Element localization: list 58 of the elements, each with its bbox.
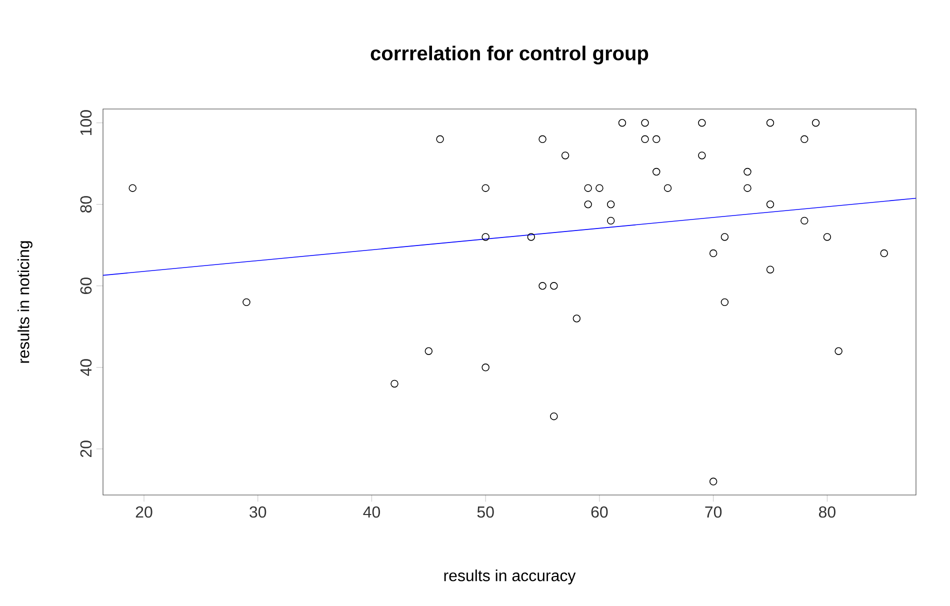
point — [720, 298, 729, 306]
point — [766, 118, 774, 127]
point — [698, 118, 706, 127]
point — [390, 380, 398, 388]
point — [538, 135, 546, 144]
point — [880, 249, 888, 258]
point — [482, 184, 490, 192]
point — [596, 184, 604, 192]
point — [709, 249, 718, 258]
point — [664, 184, 672, 192]
point — [800, 135, 808, 144]
point — [720, 233, 729, 241]
point — [572, 314, 581, 322]
x-axis-title: results in accuracy — [444, 570, 576, 584]
point — [606, 200, 615, 208]
point — [641, 118, 649, 127]
point — [128, 184, 136, 192]
point — [550, 412, 558, 420]
chart-title: corrrelation for control group — [370, 46, 648, 64]
point — [766, 266, 774, 274]
point — [812, 118, 820, 127]
y-tick-label: 20 — [80, 440, 92, 458]
point — [482, 233, 490, 241]
point — [823, 233, 832, 241]
point — [709, 478, 718, 486]
point — [550, 282, 558, 290]
point — [800, 216, 808, 225]
point — [436, 135, 444, 144]
point — [242, 298, 250, 306]
point — [538, 282, 546, 290]
point — [561, 152, 570, 160]
x-tick-label: 70 — [705, 506, 722, 518]
point — [584, 184, 592, 192]
x-tick-label: 20 — [136, 506, 152, 518]
point — [424, 347, 433, 355]
point — [766, 200, 774, 208]
y-axis-title: results in noticing — [18, 241, 32, 363]
point — [834, 347, 842, 355]
x-tick-label: 80 — [818, 506, 836, 518]
point — [652, 168, 660, 176]
point — [482, 364, 490, 372]
y-tick-label: 100 — [80, 110, 92, 135]
y-tick-label: 80 — [80, 196, 92, 213]
point — [744, 184, 752, 192]
point — [527, 233, 536, 241]
point — [641, 135, 649, 144]
point — [606, 216, 615, 225]
x-tick-label: 40 — [363, 506, 380, 518]
point — [652, 135, 660, 144]
point — [618, 118, 626, 127]
y-tick-label: 40 — [80, 359, 92, 376]
x-tick-label: 30 — [250, 506, 266, 518]
point — [744, 168, 752, 176]
point — [584, 200, 592, 208]
x-tick-label: 50 — [477, 506, 494, 518]
point — [698, 152, 706, 160]
y-tick-label: 60 — [80, 278, 92, 294]
x-tick-label: 60 — [591, 506, 608, 518]
